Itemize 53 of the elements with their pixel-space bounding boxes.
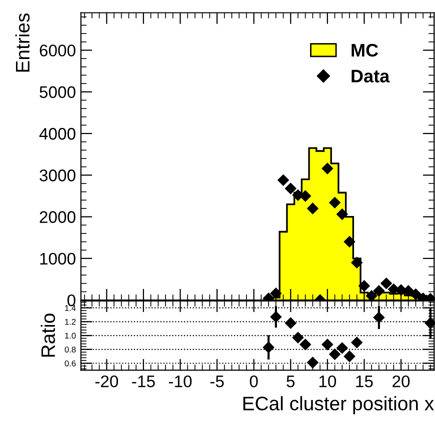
x-tick-label: 5: [286, 376, 295, 388]
point: [380, 278, 392, 289]
point: [329, 197, 340, 208]
y-tick-label: 3000: [40, 170, 76, 182]
x-tick-label: 20: [392, 375, 410, 388]
point: [270, 288, 282, 299]
x-tick-label: -20: [95, 375, 118, 388]
point: [285, 317, 296, 329]
legend-label: MC: [352, 44, 378, 57]
y-tick-label: 0: [67, 294, 76, 306]
point: [285, 182, 296, 194]
point: [300, 338, 311, 350]
y-tick-label: 5000: [40, 86, 76, 98]
y-tick-label: 2000: [40, 211, 76, 223]
point: [373, 285, 385, 296]
y-tick-label: 1.0: [65, 332, 76, 339]
point: [262, 342, 274, 353]
point: [344, 236, 356, 248]
point: [344, 350, 356, 362]
x-tick-label: 0: [250, 375, 258, 388]
point: [270, 311, 282, 322]
x-axis-title: ECal cluster position x: [243, 396, 434, 414]
point: [307, 356, 318, 368]
x-tick-label: -15: [132, 376, 155, 388]
point: [329, 348, 340, 360]
point: [358, 280, 370, 292]
point: [373, 312, 385, 324]
y-tick-label: 1.4: [65, 305, 76, 311]
y-axis-title: Ratio: [40, 314, 56, 357]
point: [300, 190, 311, 202]
x-tick-label: -10: [168, 375, 192, 388]
y-tick-label: 1.2: [65, 318, 76, 325]
y-tick-label: 1000: [40, 252, 76, 265]
point: [351, 336, 362, 348]
point: [336, 342, 348, 354]
point: [410, 288, 422, 300]
y-tick-label: 0.8: [64, 346, 76, 352]
point: [336, 208, 348, 220]
x-tick-label: 10: [319, 375, 336, 388]
legend-label: Data: [352, 70, 390, 82]
y-tick-label: 4000: [39, 128, 76, 140]
point: [322, 338, 334, 350]
point: [322, 162, 334, 174]
point: [424, 317, 435, 329]
y-tick-label: 0.6: [64, 360, 76, 366]
point: [278, 174, 289, 186]
x-tick-label: 15: [356, 376, 373, 388]
point: [307, 202, 318, 214]
y-axis-title: Entries: [15, 13, 30, 72]
point: [351, 256, 362, 268]
y-tick-label: 6000: [40, 44, 76, 56]
x-tick-label: -5: [210, 376, 224, 388]
point: [292, 332, 304, 344]
